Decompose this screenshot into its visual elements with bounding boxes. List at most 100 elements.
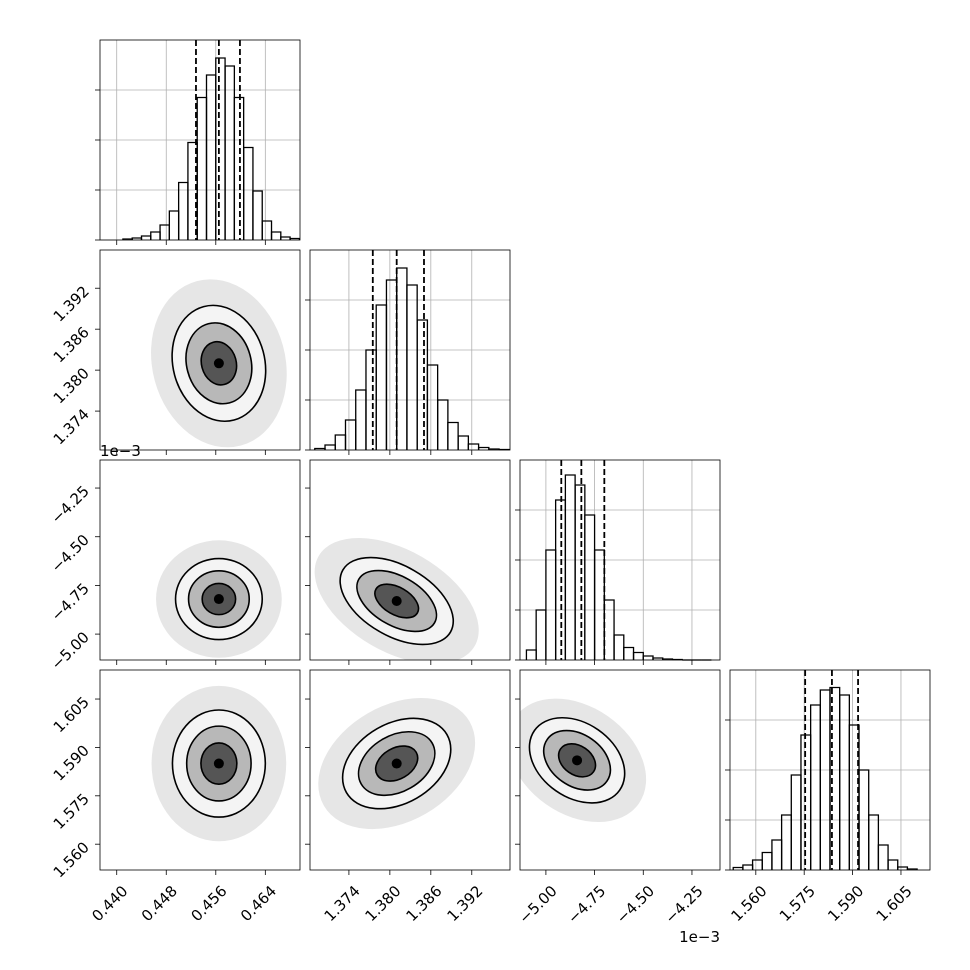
panel-frame xyxy=(309,459,511,661)
histogram-bin xyxy=(613,634,625,660)
histogram-bin xyxy=(177,181,189,240)
histogram-bin xyxy=(243,146,254,240)
histogram-bin xyxy=(205,74,217,240)
histogram-bin xyxy=(603,599,615,660)
panel-frame xyxy=(519,669,721,871)
y-tick-label: 1.560 xyxy=(50,838,93,881)
histogram-bin xyxy=(140,235,152,240)
histogram-bin xyxy=(574,484,586,660)
density-peak xyxy=(391,595,402,606)
histogram-bin xyxy=(525,649,537,660)
y-tick-label: 1.590 xyxy=(50,742,93,785)
histogram-bin xyxy=(564,474,576,660)
histogram-bin xyxy=(780,814,792,870)
histogram-bin xyxy=(215,57,226,240)
y-offset-label: 1e−3 xyxy=(100,442,141,460)
histogram-bin xyxy=(535,609,547,660)
y-tick-label: −4.50 xyxy=(48,531,93,576)
histogram-bin xyxy=(233,96,245,240)
histogram-bin xyxy=(344,419,357,450)
density-panel xyxy=(520,698,647,823)
histogram-bin xyxy=(270,231,282,240)
histogram-bin xyxy=(457,435,470,450)
histogram-bin xyxy=(632,651,644,660)
x-tick-label: 0.456 xyxy=(187,882,230,925)
histogram-bin xyxy=(261,220,273,240)
histogram-bin xyxy=(897,866,909,870)
x-tick-label: 1.575 xyxy=(776,882,819,925)
histogram-bin xyxy=(761,851,773,870)
histogram-bin xyxy=(642,655,654,660)
density-peak xyxy=(572,755,583,766)
density-panel xyxy=(314,538,479,660)
y-tick-label: 1.392 xyxy=(50,282,93,325)
panel-frame xyxy=(99,459,301,661)
x-tick-label: −4.50 xyxy=(613,882,658,927)
density-panel xyxy=(318,698,476,830)
density-panel xyxy=(151,279,287,448)
x-tick-label: 1.560 xyxy=(727,882,770,925)
x-tick-label: 0.464 xyxy=(237,882,280,925)
x-tick-label: −5.00 xyxy=(515,882,560,927)
histogram-bin xyxy=(742,864,754,870)
y-tick-label: −5.00 xyxy=(48,628,93,673)
histogram-bin xyxy=(289,237,301,240)
density-peak xyxy=(391,758,402,769)
histogram-bin xyxy=(906,868,918,870)
panel-frame xyxy=(729,669,931,871)
x-tick-label: 1.374 xyxy=(321,882,364,925)
histogram-bin xyxy=(839,694,851,870)
histogram-bin xyxy=(771,839,783,870)
histogram-bin xyxy=(819,689,831,870)
histogram-bin xyxy=(467,443,480,450)
x-tick-label: 0.440 xyxy=(88,882,131,925)
histogram-bin xyxy=(196,96,208,240)
panel-frame xyxy=(99,249,301,451)
histogram-bin xyxy=(426,364,439,450)
histogram-bin xyxy=(416,319,429,450)
histogram-bin xyxy=(593,549,605,660)
histogram-bin xyxy=(868,814,880,870)
x-offset-label: 1e−3 xyxy=(679,928,720,946)
x-tick-label: −4.75 xyxy=(564,882,609,927)
x-tick-label: 1.380 xyxy=(362,882,405,925)
x-tick-label: 1.590 xyxy=(824,882,867,925)
histogram-bin xyxy=(406,284,418,450)
histogram-bin xyxy=(545,549,557,660)
histogram-bin xyxy=(159,224,170,240)
panel-frame xyxy=(309,249,511,451)
histogram-bin xyxy=(436,399,449,450)
panel-frame xyxy=(99,39,301,241)
y-tick-label: 1.605 xyxy=(50,693,93,736)
histogram-bin xyxy=(790,774,802,870)
x-tick-label: 1.392 xyxy=(443,882,486,925)
panel-frame xyxy=(99,669,301,871)
histogram-bin xyxy=(385,279,398,450)
histogram-bin xyxy=(375,304,388,450)
histogram-bin xyxy=(751,859,763,870)
histogram-bin xyxy=(447,421,459,450)
histogram-bin xyxy=(396,267,408,450)
histogram-bin xyxy=(252,190,263,240)
y-tick-label: −4.75 xyxy=(48,580,93,625)
histogram-bin xyxy=(224,65,236,240)
histogram-bin xyxy=(324,444,336,450)
histogram-bin xyxy=(355,389,367,450)
histogram-bin xyxy=(584,514,596,660)
density-peak xyxy=(213,358,224,369)
x-tick-label: 1.605 xyxy=(873,882,916,925)
histogram-bin xyxy=(623,646,635,660)
panel-frame xyxy=(309,669,511,871)
y-tick-label: 1.380 xyxy=(50,364,93,407)
panel-frame xyxy=(519,459,721,661)
y-tick-label: 1.386 xyxy=(50,323,93,366)
histogram-bin xyxy=(809,704,821,870)
y-tick-label: −4.25 xyxy=(48,482,93,527)
histogram-bin xyxy=(887,859,899,870)
density-peak xyxy=(213,758,224,769)
histogram-bin xyxy=(280,236,291,240)
histogram-bin xyxy=(168,210,180,240)
density-peak xyxy=(213,594,224,605)
x-tick-label: −4.25 xyxy=(661,882,706,927)
